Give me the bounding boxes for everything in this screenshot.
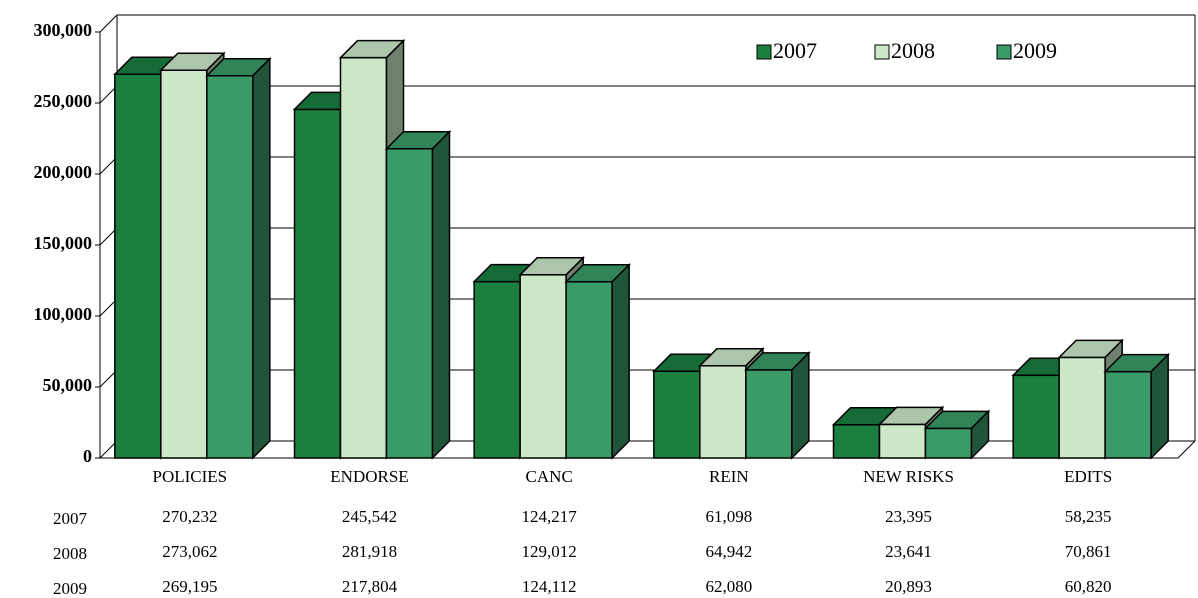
bar xyxy=(519,274,567,459)
bar xyxy=(745,369,793,459)
table-cell: 23,641 xyxy=(885,542,932,561)
x-tick-label: NEW RISKS xyxy=(863,467,954,486)
table-cell: 60,820 xyxy=(1065,577,1112,596)
y-tick-label: 300,000 xyxy=(34,20,93,40)
x-tick-label: CANC xyxy=(526,467,573,486)
bar-side xyxy=(431,129,451,460)
table-cell: 70,861 xyxy=(1065,542,1112,561)
bar xyxy=(206,74,254,459)
y-tick-label: 200,000 xyxy=(34,162,93,182)
legend-swatch xyxy=(874,44,890,60)
bar xyxy=(878,423,927,459)
table-cell: 124,217 xyxy=(522,507,578,526)
x-tick-label: POLICIES xyxy=(153,467,228,486)
bar xyxy=(473,280,521,459)
grid-line xyxy=(99,14,118,33)
table-cell: 217,804 xyxy=(342,577,398,596)
table-cell: 61,098 xyxy=(705,507,752,526)
y-tick-label: 50,000 xyxy=(43,375,93,395)
bar xyxy=(1012,374,1060,459)
bar xyxy=(924,427,973,459)
table-cell: 269,195 xyxy=(162,577,217,596)
bar xyxy=(114,73,162,459)
bar xyxy=(1104,370,1152,459)
bar xyxy=(832,424,881,459)
table-cell: 62,080 xyxy=(705,577,752,596)
y-tick-label: 100,000 xyxy=(34,304,93,324)
table-cell: 20,893 xyxy=(885,577,932,596)
table-cell: 58,235 xyxy=(1065,507,1112,526)
bar-side xyxy=(970,409,990,460)
legend-label: 2008 xyxy=(891,38,935,63)
table-cell: 124,112 xyxy=(522,577,577,596)
legend-swatch xyxy=(996,44,1012,60)
table-cell: 64,942 xyxy=(705,542,752,561)
table-row-label: 2009 xyxy=(53,579,87,598)
table-cell: 129,012 xyxy=(522,542,577,561)
bar xyxy=(293,108,342,459)
x-tick-label: EDITS xyxy=(1064,467,1112,486)
table-row-label: 2007 xyxy=(53,509,88,528)
y-tick-label: 0 xyxy=(83,446,92,466)
bar xyxy=(699,365,747,459)
legend-label: 2007 xyxy=(773,38,817,63)
bar xyxy=(160,69,208,459)
bar xyxy=(339,56,388,459)
table-cell: 245,542 xyxy=(342,507,397,526)
table-cell: 23,395 xyxy=(885,507,932,526)
bar xyxy=(1058,356,1106,459)
table-cell: 273,062 xyxy=(162,542,217,561)
x-tick-label: REIN xyxy=(709,467,749,486)
legend-swatch xyxy=(756,44,772,60)
bar-side xyxy=(791,351,810,460)
bar-side xyxy=(252,56,271,460)
bar xyxy=(385,147,434,459)
bar xyxy=(653,370,701,459)
bar-side xyxy=(1150,352,1169,460)
table-row-label: 2008 xyxy=(53,544,87,563)
x-tick-label: ENDORSE xyxy=(330,467,408,486)
bar-side xyxy=(611,262,630,460)
table-cell: 270,232 xyxy=(162,507,217,526)
y-tick-label: 150,000 xyxy=(34,233,93,253)
bar xyxy=(565,281,613,459)
table-cell: 281,918 xyxy=(342,542,397,561)
y-tick-label: 250,000 xyxy=(34,91,93,111)
legend-label: 2009 xyxy=(1013,38,1057,63)
